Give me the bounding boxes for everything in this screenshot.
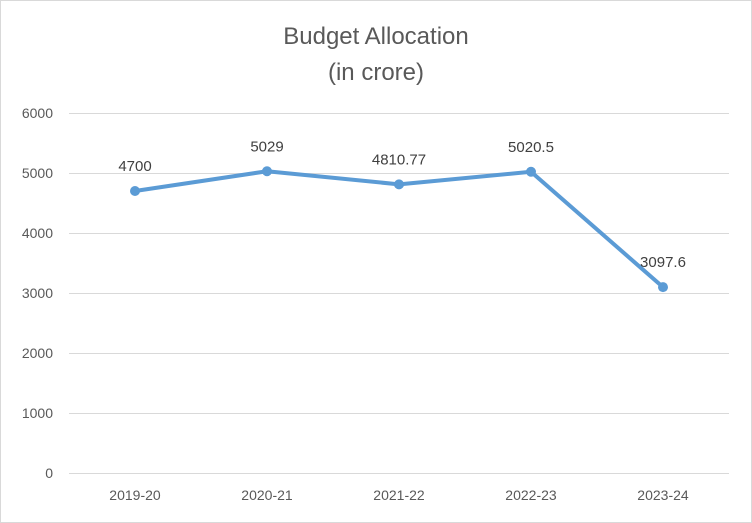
data-point	[526, 166, 536, 177]
data-point	[394, 179, 404, 190]
y-tick-label: 3000	[22, 285, 53, 301]
series	[130, 166, 668, 293]
gridlines	[69, 113, 729, 474]
data-label: 4700	[118, 158, 151, 175]
y-tick-label: 5000	[22, 165, 53, 181]
data-label: 5020.5	[508, 139, 554, 156]
y-axis-ticks: 0 1000 2000 3000 4000 5000 6000	[22, 105, 53, 481]
x-tick-label: 2022-23	[505, 487, 557, 503]
data-labels: 4700 5029 4810.77 5020.5 3097.6	[118, 138, 686, 271]
data-label: 4810.77	[372, 151, 426, 168]
y-tick-label: 0	[45, 465, 53, 481]
data-label: 3097.6	[640, 254, 686, 271]
x-tick-label: 2021-22	[373, 487, 425, 503]
x-tick-label: 2020-21	[241, 487, 293, 503]
y-tick-label: 2000	[22, 345, 53, 361]
data-label: 5029	[250, 138, 283, 155]
y-tick-label: 1000	[22, 405, 53, 421]
data-point	[130, 186, 140, 196]
data-point	[262, 166, 272, 177]
y-tick-label: 6000	[22, 105, 53, 121]
chart-title: Budget Allocation	[283, 23, 468, 50]
data-point	[658, 282, 668, 293]
x-tick-label: 2019-20	[109, 487, 161, 503]
chart-subtitle: (in crore)	[328, 59, 424, 86]
x-axis-ticks: 2019-20 2020-21 2021-22 2022-23 2023-24	[109, 487, 689, 503]
x-tick-label: 2023-24	[637, 487, 689, 503]
y-tick-label: 4000	[22, 225, 53, 241]
